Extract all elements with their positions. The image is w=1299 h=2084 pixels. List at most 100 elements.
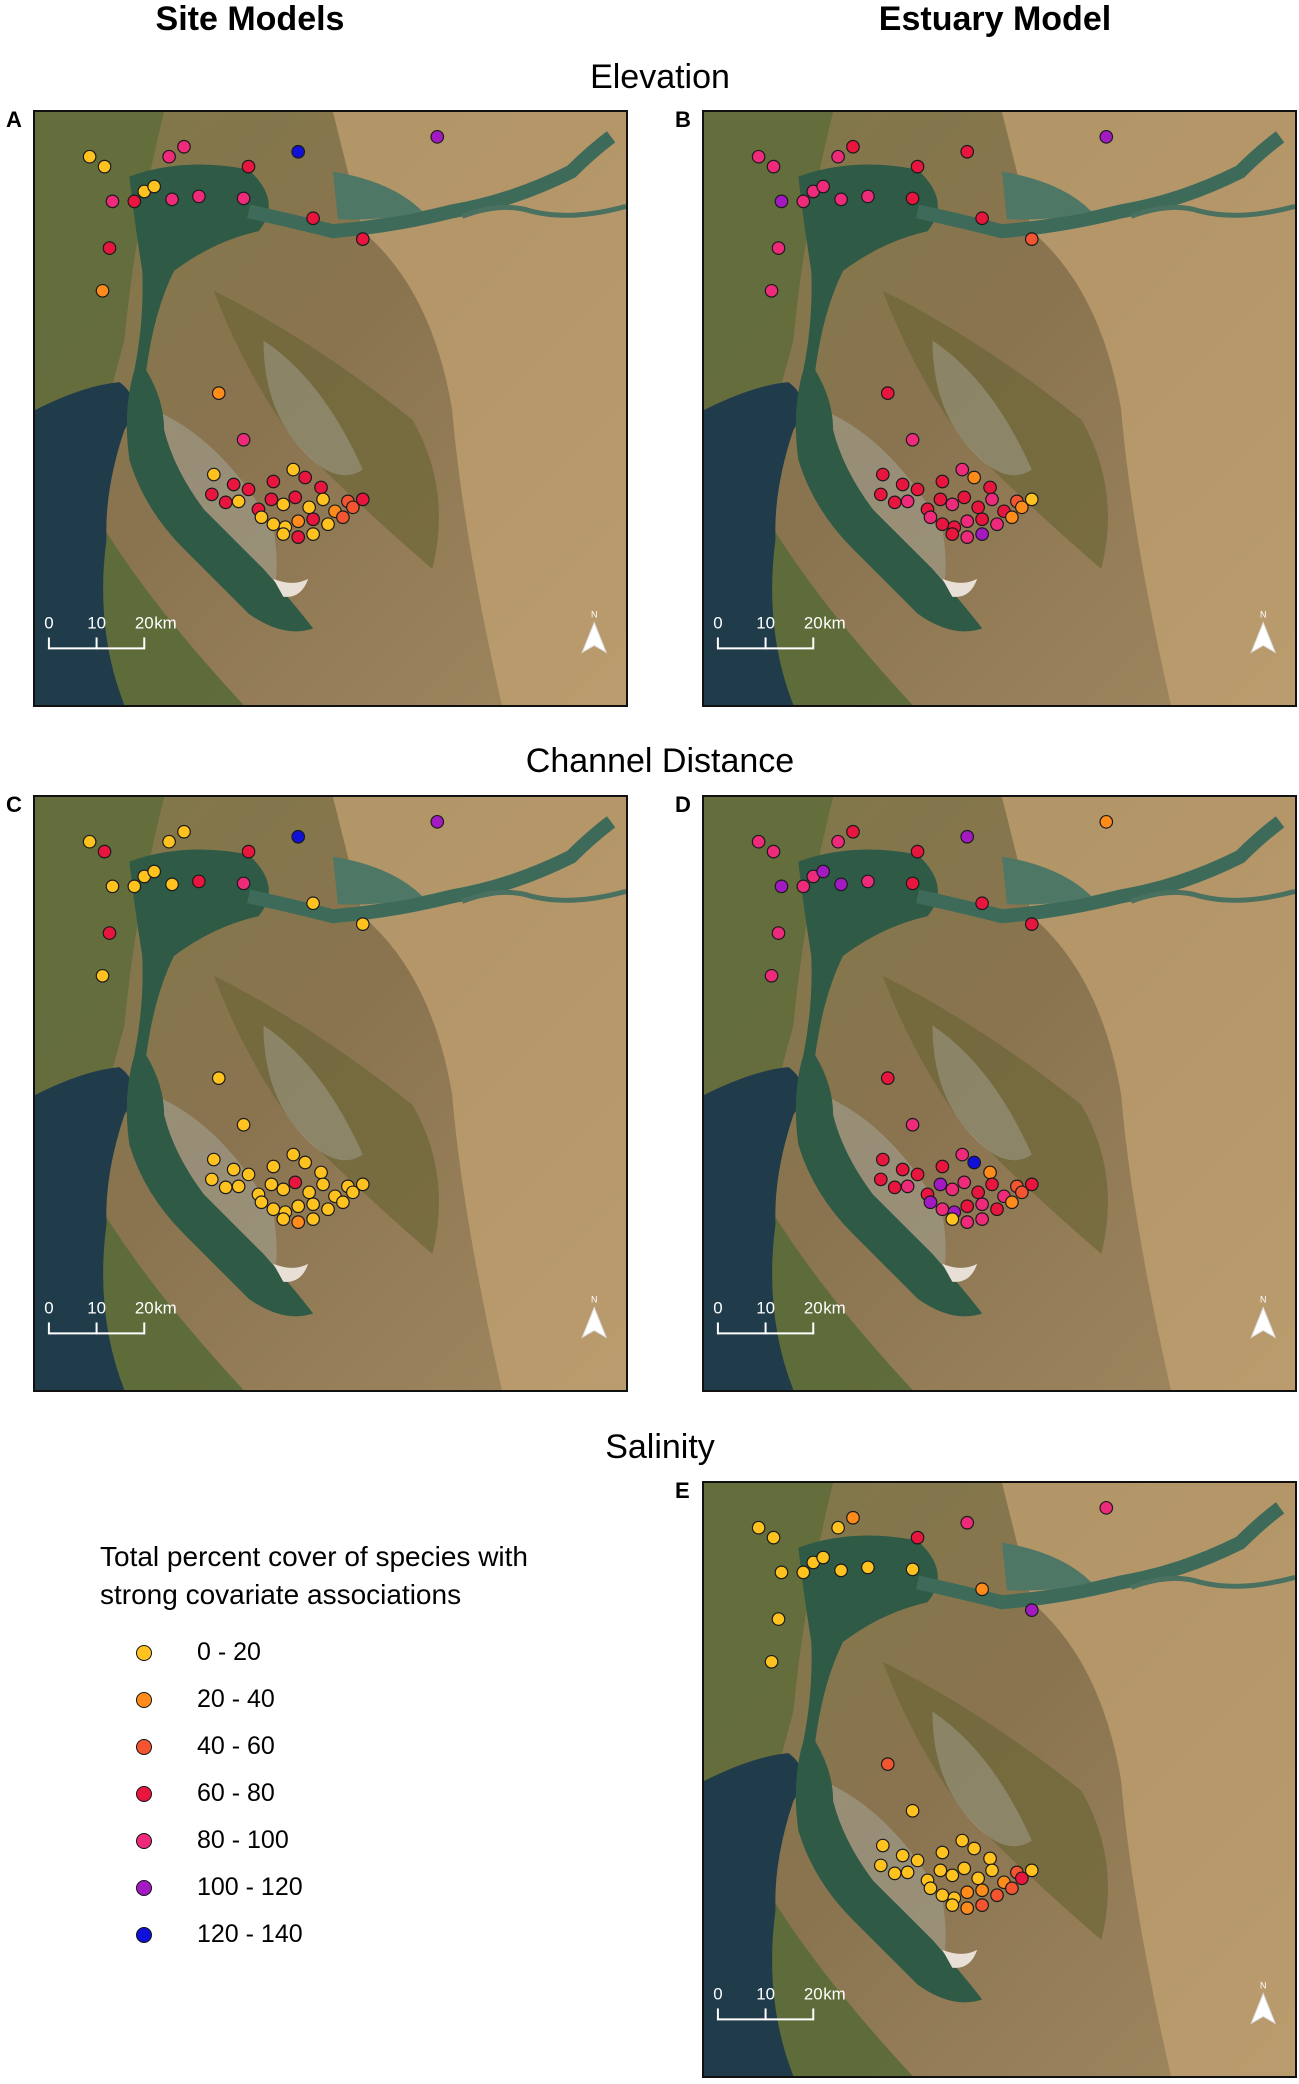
site-marker [236,876,251,891]
site-marker [955,462,970,477]
site-marker [957,490,972,505]
site-marker [905,1803,920,1818]
site-marker [975,512,989,527]
site-marker [960,144,975,159]
salt-ponds [273,1263,309,1282]
peninsula-hills [771,1214,913,1390]
site-marker [298,1155,313,1170]
site-marker [887,1180,902,1195]
site-marker [975,1883,989,1898]
site-marker [975,211,989,226]
site-marker [873,1172,888,1187]
site-marker [846,1510,860,1525]
legend-item: 60 - 80 [100,1773,660,1820]
suisun-bay [332,171,423,220]
site-marker [1024,1863,1039,1878]
site-marker [355,1177,370,1192]
site-marker [945,1212,960,1227]
site-marker [306,896,320,911]
site-marker [933,492,948,507]
site-marker [1099,814,1114,829]
site-marker [345,500,360,515]
scale-bar: 0 10 20 km [44,614,177,650]
scale-tick-label: 20 [135,1299,154,1318]
panel-letter-c: C [6,792,22,817]
site-marker [82,834,97,849]
scale-bar: 0 10 20 km [713,1985,846,2021]
site-marker [306,1212,320,1227]
site-marker [231,494,246,509]
site-marker [291,514,306,529]
site-marker [975,896,989,911]
peninsula-hills [102,1214,244,1390]
peninsula-hills [771,1900,913,2076]
site-marker [910,1853,925,1868]
site-marker [751,1520,766,1535]
site-marker [933,1177,948,1192]
legend-swatch-icon [136,1739,152,1755]
north-arrow-icon: N [1250,610,1277,654]
scale-tick-label: 0 [44,1299,53,1318]
site-marker [774,879,789,894]
site-markers [82,129,445,544]
site-marker [321,1202,335,1217]
site-marker [960,1199,975,1214]
site-marker [241,844,256,859]
site-marker [266,474,281,489]
north-label: N [591,610,597,620]
dry-hills [1001,112,1295,705]
scale-tick-label: 20 [135,614,154,633]
site-marker [204,487,219,502]
site-marker [97,159,112,174]
north-arrow-icon: N [1250,1981,1277,2025]
site-marker [95,968,110,983]
site-marker [923,510,938,525]
scale-tick-label: 0 [713,1299,722,1318]
salt-ponds [942,578,978,597]
site-marker [226,477,241,492]
site-marker [905,1117,920,1132]
site-marker [900,494,915,509]
site-marker [960,1901,975,1915]
site-marker [276,1212,291,1227]
site-marker [975,1197,989,1212]
scale-tick-label: 10 [756,1299,775,1318]
site-marker [102,241,117,255]
legend-item: 80 - 100 [100,1820,660,1867]
site-marker [875,1152,890,1167]
scale-unit: km [154,614,177,633]
scale-tick-label: 10 [756,614,775,633]
site-marker [875,467,890,482]
site-marker [935,474,950,489]
site-marker [861,1560,875,1575]
site-marker [960,1215,975,1229]
bay-water [795,849,983,1317]
scale-unit: km [154,1299,177,1318]
site-marker [873,487,888,502]
site-marker [957,1175,972,1190]
north-label: N [1260,1295,1266,1305]
legend-item: 40 - 60 [100,1726,660,1773]
site-marker [895,1162,910,1177]
panel-letter-a: A [6,107,22,132]
site-marker [766,844,781,859]
site-marker [165,192,179,207]
site-marker [430,814,445,829]
site-marker [105,879,120,894]
site-marker [306,1197,320,1212]
suisun-bay [1001,1542,1092,1591]
scale-tick-label: 20 [804,614,823,633]
site-marker [985,1863,999,1878]
site-marker [266,1202,281,1217]
delta-channel [461,888,626,904]
dry-hills [1001,1483,1295,2076]
site-marker [975,1212,989,1227]
site-markers [751,814,1114,1229]
site-marker [355,232,370,246]
site-marker [905,432,920,447]
site-marker [105,194,120,209]
site-marker [264,492,279,507]
site-marker [923,1881,938,1896]
row-title-elevation: Elevation [590,58,730,96]
site-marker [1024,492,1039,507]
